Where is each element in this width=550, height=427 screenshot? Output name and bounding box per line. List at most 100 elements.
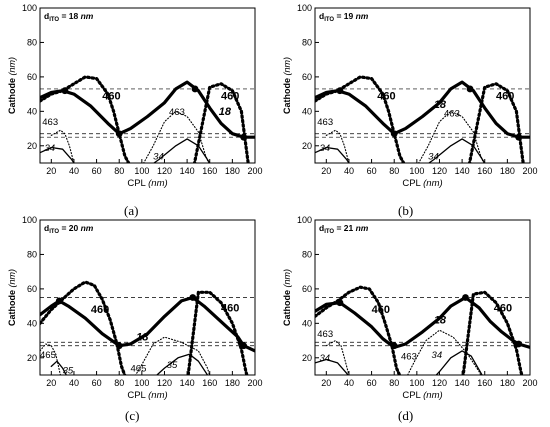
y-tick-label: 60 — [27, 284, 37, 294]
curve-label: 18 — [434, 99, 447, 111]
curve-label: 460 — [221, 90, 239, 102]
y-axis-label-text: Cathode — [282, 287, 292, 326]
thickness-label-d: d — [319, 223, 324, 233]
thickness-label-sub: ITO — [324, 229, 334, 235]
intersection-marker — [515, 133, 523, 141]
x-axis-label: CPL (nm) — [127, 178, 167, 189]
caption-d: (d) — [398, 408, 414, 423]
y-axis-label-unit: (nm) — [282, 57, 292, 76]
y-tick-label: 40 — [302, 106, 312, 116]
series-line-18 — [40, 80, 255, 139]
x-axis-label-text: CPL — [402, 178, 423, 189]
y-axis-label-text: Cathode — [7, 287, 17, 326]
y-tick-label: 100 — [22, 3, 37, 13]
curve-label: 18 — [434, 314, 447, 326]
thickness-label-value: = 19 — [334, 11, 356, 21]
series-line-463 — [325, 110, 485, 163]
x-tick-label: 120 — [432, 166, 447, 176]
x-tick-label: 60 — [367, 166, 377, 176]
x-tick-label: 140 — [455, 378, 470, 388]
intersection-marker — [189, 294, 197, 301]
x-tick-label: 100 — [409, 166, 424, 176]
curve-label: 460 — [102, 90, 120, 102]
y-tick-label: 40 — [27, 106, 37, 116]
chart-panel: 20 40 60 80 100 120 140 160 180 200 20 40 60 80 100 CPL… — [282, 3, 538, 189]
curve-label: 18 — [136, 332, 149, 344]
series-line-463 — [50, 110, 210, 163]
intersection-marker — [515, 340, 523, 348]
intersection-marker — [390, 342, 398, 350]
y-axis-label-text: Cathode — [282, 75, 292, 114]
y-axis-label-text: Cathode — [7, 75, 17, 114]
thickness-label: dITO = 21 nm — [319, 223, 369, 235]
caption-b: (b) — [398, 203, 414, 218]
y-tick-label: 80 — [27, 37, 37, 47]
x-tick-label: 160 — [477, 378, 492, 388]
curve-label: 465 — [131, 364, 147, 375]
x-tick-label: 140 — [180, 378, 195, 388]
curve-label: 460 — [377, 90, 395, 102]
x-tick-label: 120 — [157, 378, 172, 388]
series-line-34 — [315, 138, 486, 163]
thickness-label-unit: nm — [356, 223, 369, 233]
curve-label: 463 — [444, 109, 460, 120]
y-tick-label: 20 — [27, 353, 37, 363]
y-tick-label: 80 — [27, 249, 37, 259]
curve-label: 463 — [42, 117, 58, 128]
x-tick-label: 120 — [432, 378, 447, 388]
curve-label: 463 — [317, 329, 333, 340]
intersection-marker — [466, 85, 474, 93]
thickness-label-d: d — [319, 11, 324, 21]
x-axis-label-unit: (nm) — [148, 178, 168, 189]
x-tick-label: 140 — [180, 166, 195, 176]
curve-label: 34 — [432, 350, 443, 361]
y-axis-label: Cathode (nm) — [7, 269, 17, 326]
curve-label: 463 — [169, 107, 185, 118]
thickness-label-unit: nm — [81, 11, 94, 21]
intersection-marker — [191, 85, 199, 93]
series-line-18 — [315, 80, 530, 139]
x-tick-label: 160 — [202, 166, 217, 176]
x-tick-label: 200 — [522, 378, 537, 388]
x-tick-label: 20 — [46, 378, 56, 388]
x-tick-label: 180 — [500, 378, 515, 388]
y-tick-label: 80 — [302, 37, 312, 47]
curve-label: 18 — [219, 106, 232, 118]
y-tick-label: 100 — [297, 215, 312, 225]
plot-frame — [314, 7, 531, 164]
curve-label: 460 — [494, 302, 512, 314]
x-tick-label: 40 — [344, 166, 354, 176]
plot-frame — [39, 7, 256, 164]
chart-panel: 20 40 60 80 100 120 140 160 180 200 20 40 60 80 100 CPL… — [282, 215, 538, 401]
curve-label: 460 — [372, 304, 390, 316]
thickness-label: dITO = 19 nm — [319, 11, 369, 23]
curve-label: 35 — [63, 365, 74, 376]
x-axis-label-unit: (nm) — [148, 390, 168, 401]
curve-label: 34 — [153, 152, 164, 163]
x-axis-label: CPL (nm) — [402, 178, 442, 189]
series-line-463 — [325, 329, 482, 375]
intersection-marker — [240, 133, 248, 141]
x-tick-label: 20 — [321, 166, 331, 176]
thickness-label-d: d — [44, 223, 49, 233]
y-tick-label: 60 — [302, 284, 312, 294]
thickness-label-unit: nm — [81, 223, 94, 233]
plot-area — [315, 75, 530, 163]
x-tick-label: 140 — [455, 166, 470, 176]
intersection-marker — [390, 130, 398, 138]
series-line-18 — [315, 295, 530, 349]
x-tick-label: 180 — [225, 166, 240, 176]
x-tick-label: 80 — [389, 166, 399, 176]
thickness-label: dITO = 18 nm — [44, 11, 94, 23]
caption-a: (a) — [124, 203, 139, 218]
x-axis-label-text: CPL — [127, 178, 148, 189]
series-line-465 — [40, 336, 211, 375]
thickness-label-sub: ITO — [49, 229, 59, 235]
chart-panel: 20 40 60 80 100 120 140 160 180 200 20 40 60 80 100 CPL… — [7, 3, 263, 189]
curve-label: 460 — [496, 90, 514, 102]
x-tick-label: 160 — [477, 166, 492, 176]
y-tick-label: 60 — [302, 72, 312, 82]
x-tick-label: 80 — [114, 378, 124, 388]
x-axis-label-text: CPL — [127, 390, 148, 401]
series-line-34 — [40, 138, 211, 163]
